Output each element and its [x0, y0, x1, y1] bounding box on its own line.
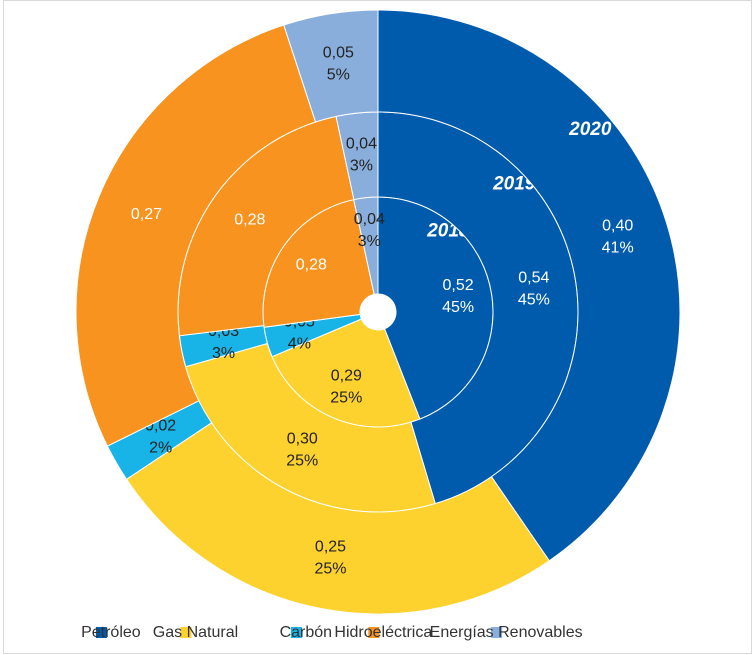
ring-label: 2019	[492, 174, 536, 195]
percent-label: 2%	[149, 440, 172, 457]
percent-label: 25%	[286, 452, 318, 469]
ring-label: 2020	[568, 119, 612, 140]
legend-swatch	[491, 627, 503, 638]
data-label: 0,27	[131, 206, 162, 223]
data-label: 0,25	[315, 539, 346, 556]
data-label: 0,04	[354, 211, 385, 228]
legend-swatch	[180, 627, 192, 638]
slice	[377, 9, 681, 562]
data-label: 0,52	[443, 277, 474, 294]
data-label: 0,28	[234, 212, 265, 229]
percent-label: 3%	[358, 233, 381, 250]
slice	[283, 9, 379, 123]
data-label: 0,05	[323, 44, 354, 61]
data-label: 0,40	[602, 218, 633, 235]
percent-label: 45%	[518, 291, 550, 308]
percent-label: 4%	[288, 336, 311, 353]
legend-label: Carbón	[280, 624, 332, 641]
data-label: 0,04	[346, 136, 377, 153]
data-label: 0,29	[331, 367, 362, 384]
legend-label: Gas Natural	[153, 624, 238, 641]
percent-label: 45%	[442, 299, 474, 316]
legend-label: Petróleo	[81, 624, 141, 641]
legend-swatch	[368, 627, 380, 638]
data-label: 0,30	[287, 430, 318, 447]
percent-label: 41%	[602, 240, 634, 257]
data-label: 0,28	[296, 256, 327, 273]
percent-label: 3%	[212, 345, 235, 362]
data-label: 0,54	[518, 269, 549, 286]
slice	[75, 24, 317, 447]
legend-label: Energías Renovables	[430, 624, 583, 641]
slice	[125, 422, 550, 615]
legend-swatch	[290, 627, 302, 638]
percent-label: 3%	[350, 158, 373, 175]
legend-swatch	[95, 627, 107, 638]
legend-label: Hidroeléctrica	[334, 624, 432, 641]
percent-label: 25%	[314, 561, 346, 578]
percent-label: 5%	[327, 66, 350, 83]
percent-label: 25%	[330, 389, 362, 406]
